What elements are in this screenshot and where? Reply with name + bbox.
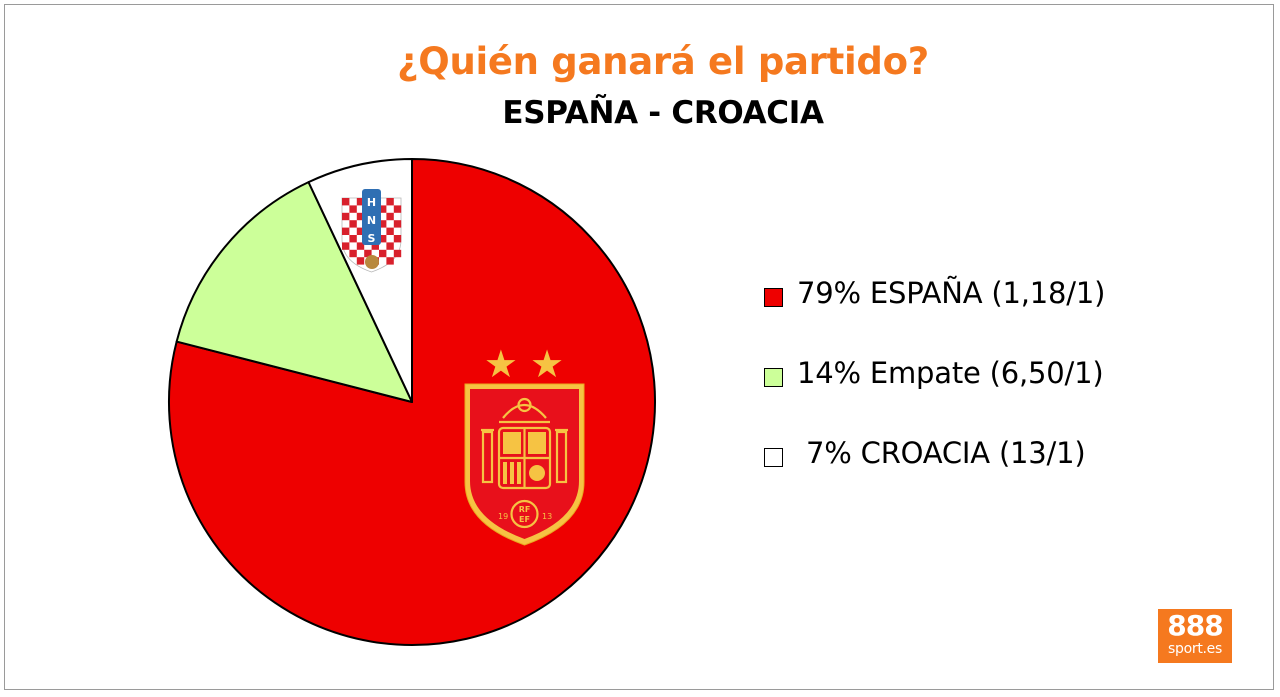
legend-swatch-empate: [764, 368, 783, 387]
crest-year-left: 19: [498, 512, 508, 521]
legend-label-croacia: 7% CROACIA (13/1): [797, 436, 1086, 470]
brand-sub: sport.es: [1168, 641, 1222, 657]
hns-letter-s: S: [368, 232, 376, 245]
legend-label-empate: 14% Empate (6,50/1): [797, 356, 1104, 390]
crest-year-right: 13: [542, 512, 552, 521]
legend-item-empate: 14% Empate (6,50/1): [764, 356, 1105, 436]
chart-subtitle: ESPAÑA - CROACIA: [502, 95, 824, 131]
legend-item-croacia: 7% CROACIA (13/1): [764, 436, 1105, 516]
legend-item-espana: 79% ESPAÑA (1,18/1): [764, 276, 1105, 356]
crest-initials-bottom: EF: [519, 515, 530, 524]
legend-label-espana: 79% ESPAÑA (1,18/1): [797, 276, 1106, 310]
brand-logo: 888 sport.es: [1158, 609, 1232, 663]
hns-letter-n: N: [367, 214, 376, 227]
legend-swatch-croacia: [764, 448, 783, 467]
hns-letter-h: H: [367, 196, 376, 209]
crest-initials-top: RF: [519, 505, 531, 514]
hns-crest-icon: H N S: [341, 189, 402, 273]
crest-stars: ★ ★: [484, 342, 564, 386]
chart-legend: 79% ESPAÑA (1,18/1) 14% Empate (6,50/1) …: [764, 276, 1105, 516]
chart-title: ¿Quién ganará el partido?: [397, 40, 929, 83]
brand-number: 888: [1167, 609, 1223, 642]
legend-swatch-espana: [764, 288, 783, 307]
pie-slice-1: [175, 181, 413, 403]
rfef-crest-icon: ★ ★ 19 13 RF EF: [464, 342, 585, 546]
